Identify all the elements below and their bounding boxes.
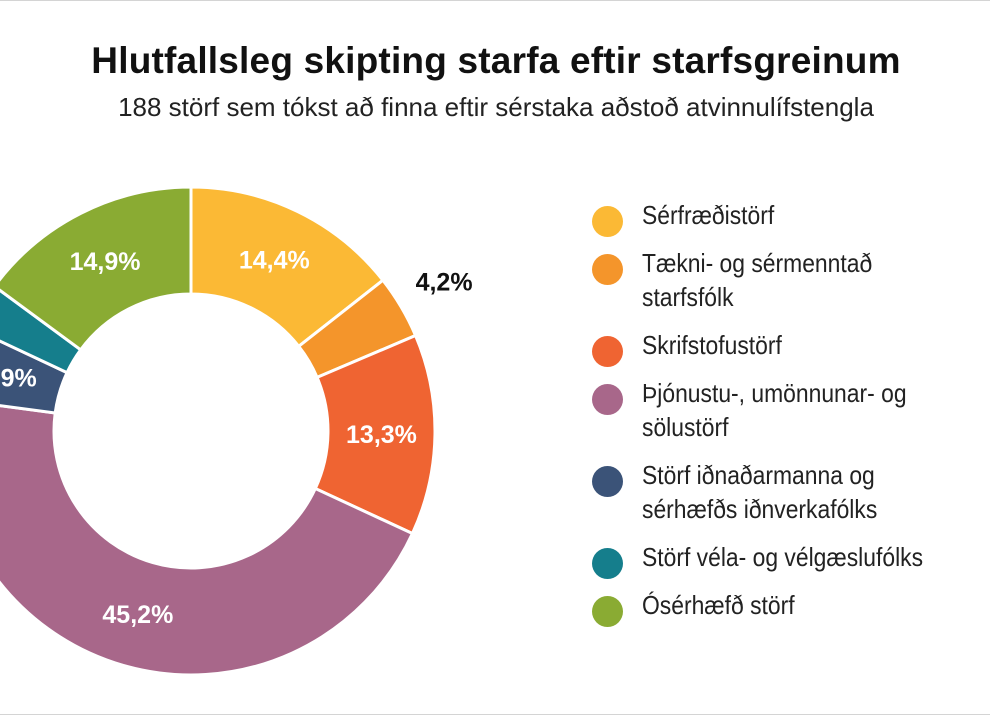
slice-value-label: 4,2% [416,268,473,296]
legend-label: Störf véla- og vélgæslufólks [642,542,924,572]
legend-label: starfsfólk [642,282,734,312]
chart-title: Hlutfallsleg skipting starfa eftir starf… [91,40,901,81]
legend-swatch [592,596,623,627]
slice-value-label: 4,9% [0,364,37,392]
legend-swatch [592,548,623,579]
legend-swatch [592,384,623,415]
legend-label: Skrifstofustörf [642,330,782,360]
legend-label: sérhæfðs iðnverkafólks [642,494,878,524]
donut-slice-labels: 14,4% 4,2% 13,3% 45,2% 4,9% 14,9% [0,247,473,629]
donut-slices [0,185,437,677]
slice-value-label: 13,3% [346,421,417,449]
legend-swatch [592,206,623,237]
legend-label: Sérfræðistörf [642,200,775,230]
legend-item: Sérfræðistörf [592,198,992,237]
legend-label: Þjónustu-, umönnunar- og [642,378,907,408]
slice-o-se-rh-f-sto-rf [0,185,193,352]
slice-value-label: 14,4% [239,247,310,275]
chart-legend: Sérfræðistörf Tækni- og sérmenntað starfsf… [592,198,992,636]
legend-label: Ósérhæfð störf [642,590,795,620]
legend-item: Ósérhæfð störf [592,588,992,627]
legend-swatch [592,336,623,367]
legend-label: Störf iðnaðarmanna og [642,460,875,490]
chart-subtitle: 188 störf sem tókst að finna eftir sérst… [118,92,874,122]
legend-label: sölustörf [642,412,729,442]
legend-label: Tækni- og sérmenntað [642,248,873,278]
legend-swatch [592,466,623,497]
legend-item: Tækni- og sérmenntað starfsfólk [592,246,992,314]
slice-jo-nustu-umo-nnunar-og [0,404,415,677]
legend-swatch [592,254,623,285]
legend-item: Störf véla- og vélgæslufólks [592,540,992,579]
slice-value-label: 45,2% [102,601,173,629]
slice-value-label: 14,9% [70,248,141,276]
legend-item: Störf iðnaðarmanna og sérhæfðs iðnverkafó… [592,458,992,526]
legend-item: Þjónustu-, umönnunar- og sölustörf [592,376,992,444]
legend-item: Skrifstofustörf [592,328,992,367]
